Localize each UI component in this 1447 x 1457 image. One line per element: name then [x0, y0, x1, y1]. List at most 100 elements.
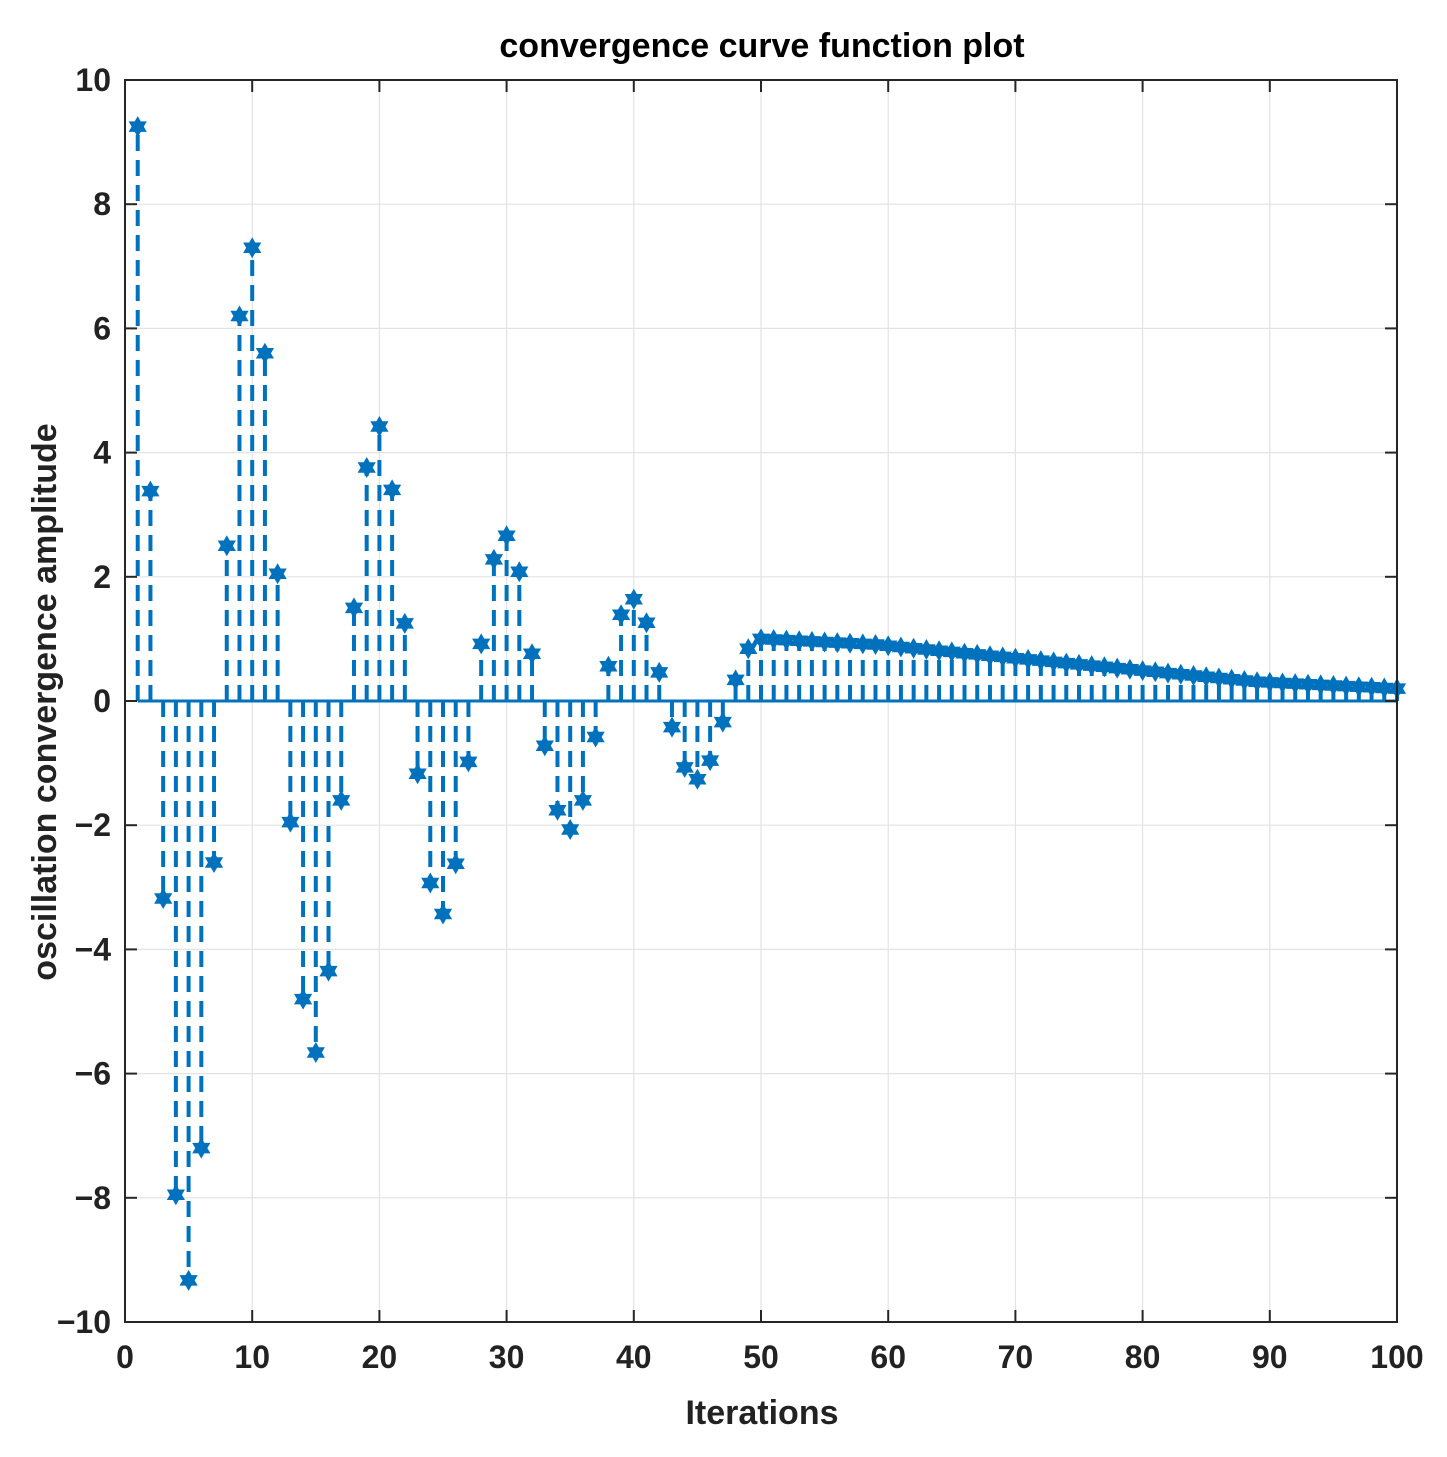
stem-marker	[192, 1137, 211, 1159]
y-tick-label: 10	[75, 62, 111, 98]
x-tick-label: 90	[1252, 1339, 1288, 1375]
x-tick-label: 100	[1370, 1339, 1423, 1375]
stem-marker	[891, 636, 910, 658]
stem-marker	[1057, 652, 1076, 674]
stem-marker	[1095, 656, 1114, 678]
x-tick-label: 50	[743, 1339, 779, 1375]
stem-marker	[1146, 661, 1165, 683]
stem-marker	[1311, 674, 1330, 696]
stem-marker	[230, 305, 249, 327]
stem-marker	[255, 342, 274, 364]
markers	[128, 116, 1407, 1291]
stem-marker	[179, 1269, 198, 1291]
x-axis-label: Iterations	[685, 1394, 838, 1432]
stem-marker	[472, 633, 491, 655]
stem-marker	[1298, 673, 1318, 695]
stem-marker	[1286, 673, 1305, 695]
stem-marker	[561, 819, 580, 840]
stem-marker	[166, 1184, 185, 1206]
stem-marker	[815, 631, 834, 653]
y-tick-label: 4	[93, 435, 111, 471]
stem-marker	[370, 416, 389, 437]
stem-marker	[866, 634, 885, 655]
stem-marker	[306, 1042, 325, 1063]
stem-marker	[777, 629, 796, 651]
stem-marker	[828, 632, 847, 654]
stem-marker	[1171, 663, 1190, 685]
stem-marker	[1273, 672, 1292, 694]
stem-marker	[1031, 650, 1050, 672]
stem-marker	[904, 637, 923, 659]
stem-marker	[1158, 662, 1178, 684]
stem-marker	[535, 735, 554, 757]
stem-marker	[1222, 668, 1241, 690]
stem-marker	[1082, 655, 1101, 677]
stem-marker	[612, 604, 631, 626]
x-tick-label: 20	[362, 1339, 398, 1375]
stem-marker	[955, 642, 974, 664]
stem-marker	[268, 563, 287, 585]
stem-marker	[1006, 647, 1025, 669]
stem-marker	[739, 638, 758, 660]
x-tick-label: 30	[489, 1339, 525, 1375]
stem-marker	[573, 789, 592, 811]
stem-marker	[650, 661, 669, 683]
stem-marker	[764, 629, 783, 650]
x-tick-label: 40	[616, 1339, 652, 1375]
stem-marker	[1375, 677, 1394, 699]
stem-marker	[662, 716, 682, 738]
stem-marker	[1120, 658, 1139, 680]
stem-marker	[1019, 648, 1038, 670]
stem-marker	[1349, 676, 1368, 698]
y-tick-label: 8	[93, 186, 111, 222]
stem-marker	[942, 641, 961, 663]
stem-marker	[1133, 660, 1152, 682]
stem-marker	[294, 988, 313, 1010]
stem-marker	[586, 726, 605, 748]
y-tick-label: −8	[75, 1180, 111, 1216]
y-tick-label: −2	[75, 807, 111, 843]
y-tick-label: −10	[57, 1304, 111, 1340]
stem-marker	[433, 903, 453, 925]
stem-marker	[1209, 667, 1228, 689]
stem-marker	[1184, 665, 1203, 686]
stem-marker	[1324, 675, 1343, 696]
stem-marker	[624, 588, 643, 610]
x-tick-label: 0	[116, 1339, 134, 1375]
stem-marker	[790, 630, 809, 652]
stem-marker	[701, 750, 720, 772]
x-axis-ticks: 0 10 20 30 40 50 60 70 80 90 100	[116, 80, 1424, 1375]
y-tick-label: 0	[93, 683, 111, 719]
stem-marker	[675, 756, 694, 778]
stem-marker	[968, 643, 987, 665]
stems	[135, 126, 1399, 1281]
x-tick-label: 70	[998, 1339, 1034, 1375]
y-tick-label: −6	[75, 1056, 111, 1092]
stem-marker	[128, 116, 147, 138]
y-tick-label: 6	[93, 310, 111, 346]
y-tick-label: 2	[93, 559, 111, 595]
x-tick-label: 60	[870, 1339, 906, 1375]
stem-marker	[980, 645, 1000, 667]
stem-marker	[1069, 653, 1089, 675]
stem-marker	[1260, 671, 1279, 693]
chart-title: convergence curve function plot	[499, 27, 1024, 65]
stem-marker	[1044, 651, 1063, 673]
stem-marker	[154, 888, 173, 909]
stem-marker	[395, 612, 414, 634]
stem-marker	[408, 763, 427, 785]
stem-marker	[1197, 666, 1216, 688]
stem-marker	[930, 640, 949, 662]
stem-marker	[522, 643, 542, 665]
stem-marker	[204, 852, 224, 873]
stem-marker	[383, 479, 402, 501]
stem-marker	[993, 646, 1012, 668]
stem-marker	[459, 751, 478, 773]
stem-marker	[484, 548, 503, 570]
stem-marker	[319, 960, 338, 982]
stem-marker	[446, 853, 465, 875]
stem-marker	[332, 789, 351, 811]
stem-marker	[917, 639, 936, 660]
stem-marker	[637, 612, 656, 634]
